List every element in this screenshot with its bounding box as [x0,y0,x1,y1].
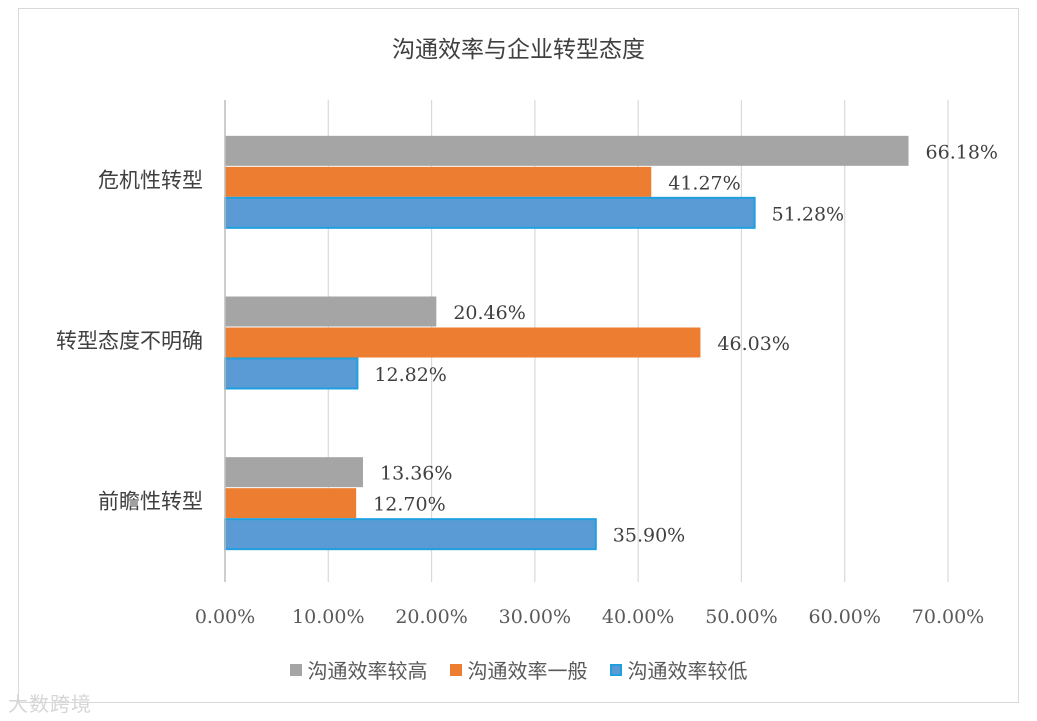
category-label: 前瞻性转型 [98,490,203,514]
legend-item-medium: 沟通效率一般 [449,655,588,684]
data-label: 20.46% [453,302,525,324]
bar [224,518,597,551]
data-label: 12.70% [373,494,445,516]
chart-legend: 沟通效率较高 沟通效率一般 沟通效率较低 [0,655,1037,684]
x-tick-label: 30.00% [499,606,571,628]
bar [225,488,357,519]
legend-label-low: 沟通效率较低 [627,659,748,683]
legend-item-low: 沟通效率较低 [609,655,748,684]
data-label: 13.36% [380,463,452,485]
data-label: 66.18% [926,141,998,163]
x-tick-label: 20.00% [395,606,467,628]
x-tick-label: 0.00% [195,606,255,628]
category-label: 转型态度不明确 [56,329,203,353]
data-label: 12.82% [374,364,446,386]
chart-title: 沟通效率与企业转型态度 [392,37,645,63]
legend-item-high: 沟通效率较高 [289,655,428,684]
data-label: 51.28% [772,203,844,225]
data-label: 35.90% [613,525,685,547]
bar [225,135,909,166]
data-label: 41.27% [668,172,740,194]
watermark-logo: 大数跨境 [8,692,92,716]
category-label: 危机性转型 [98,168,203,192]
legend-swatch-low [609,663,622,676]
bar [225,457,363,488]
x-tick-label: 70.00% [912,606,984,628]
bar [225,166,652,197]
legend-swatch-high [289,663,302,676]
data-label: 46.03% [717,333,789,355]
bar [225,296,437,327]
x-tick-label: 60.00% [808,606,880,628]
x-tick-label: 50.00% [705,606,777,628]
bar [224,196,756,229]
x-tick-label: 10.00% [292,606,364,628]
bar [225,327,701,358]
legend-swatch-medium [449,663,462,676]
x-tick-label: 40.00% [602,606,674,628]
bar [224,357,359,390]
legend-label-medium: 沟通效率一般 [467,659,588,683]
legend-label-high: 沟通效率较高 [307,659,428,683]
